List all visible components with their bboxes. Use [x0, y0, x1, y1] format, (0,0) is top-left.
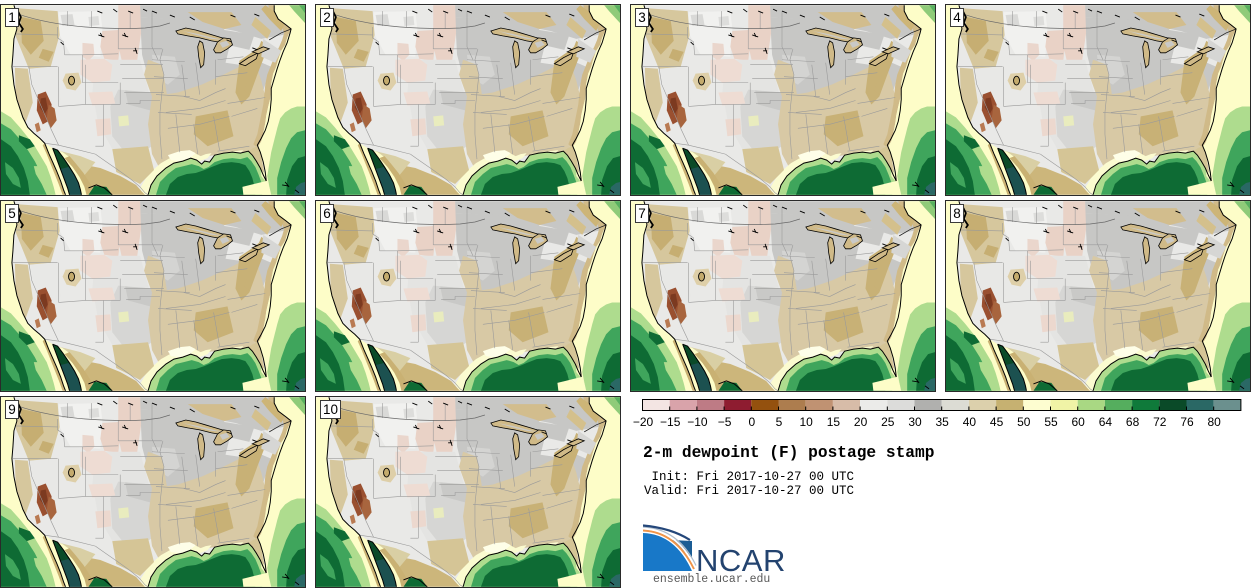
svg-text:NCAR: NCAR	[696, 543, 786, 574]
